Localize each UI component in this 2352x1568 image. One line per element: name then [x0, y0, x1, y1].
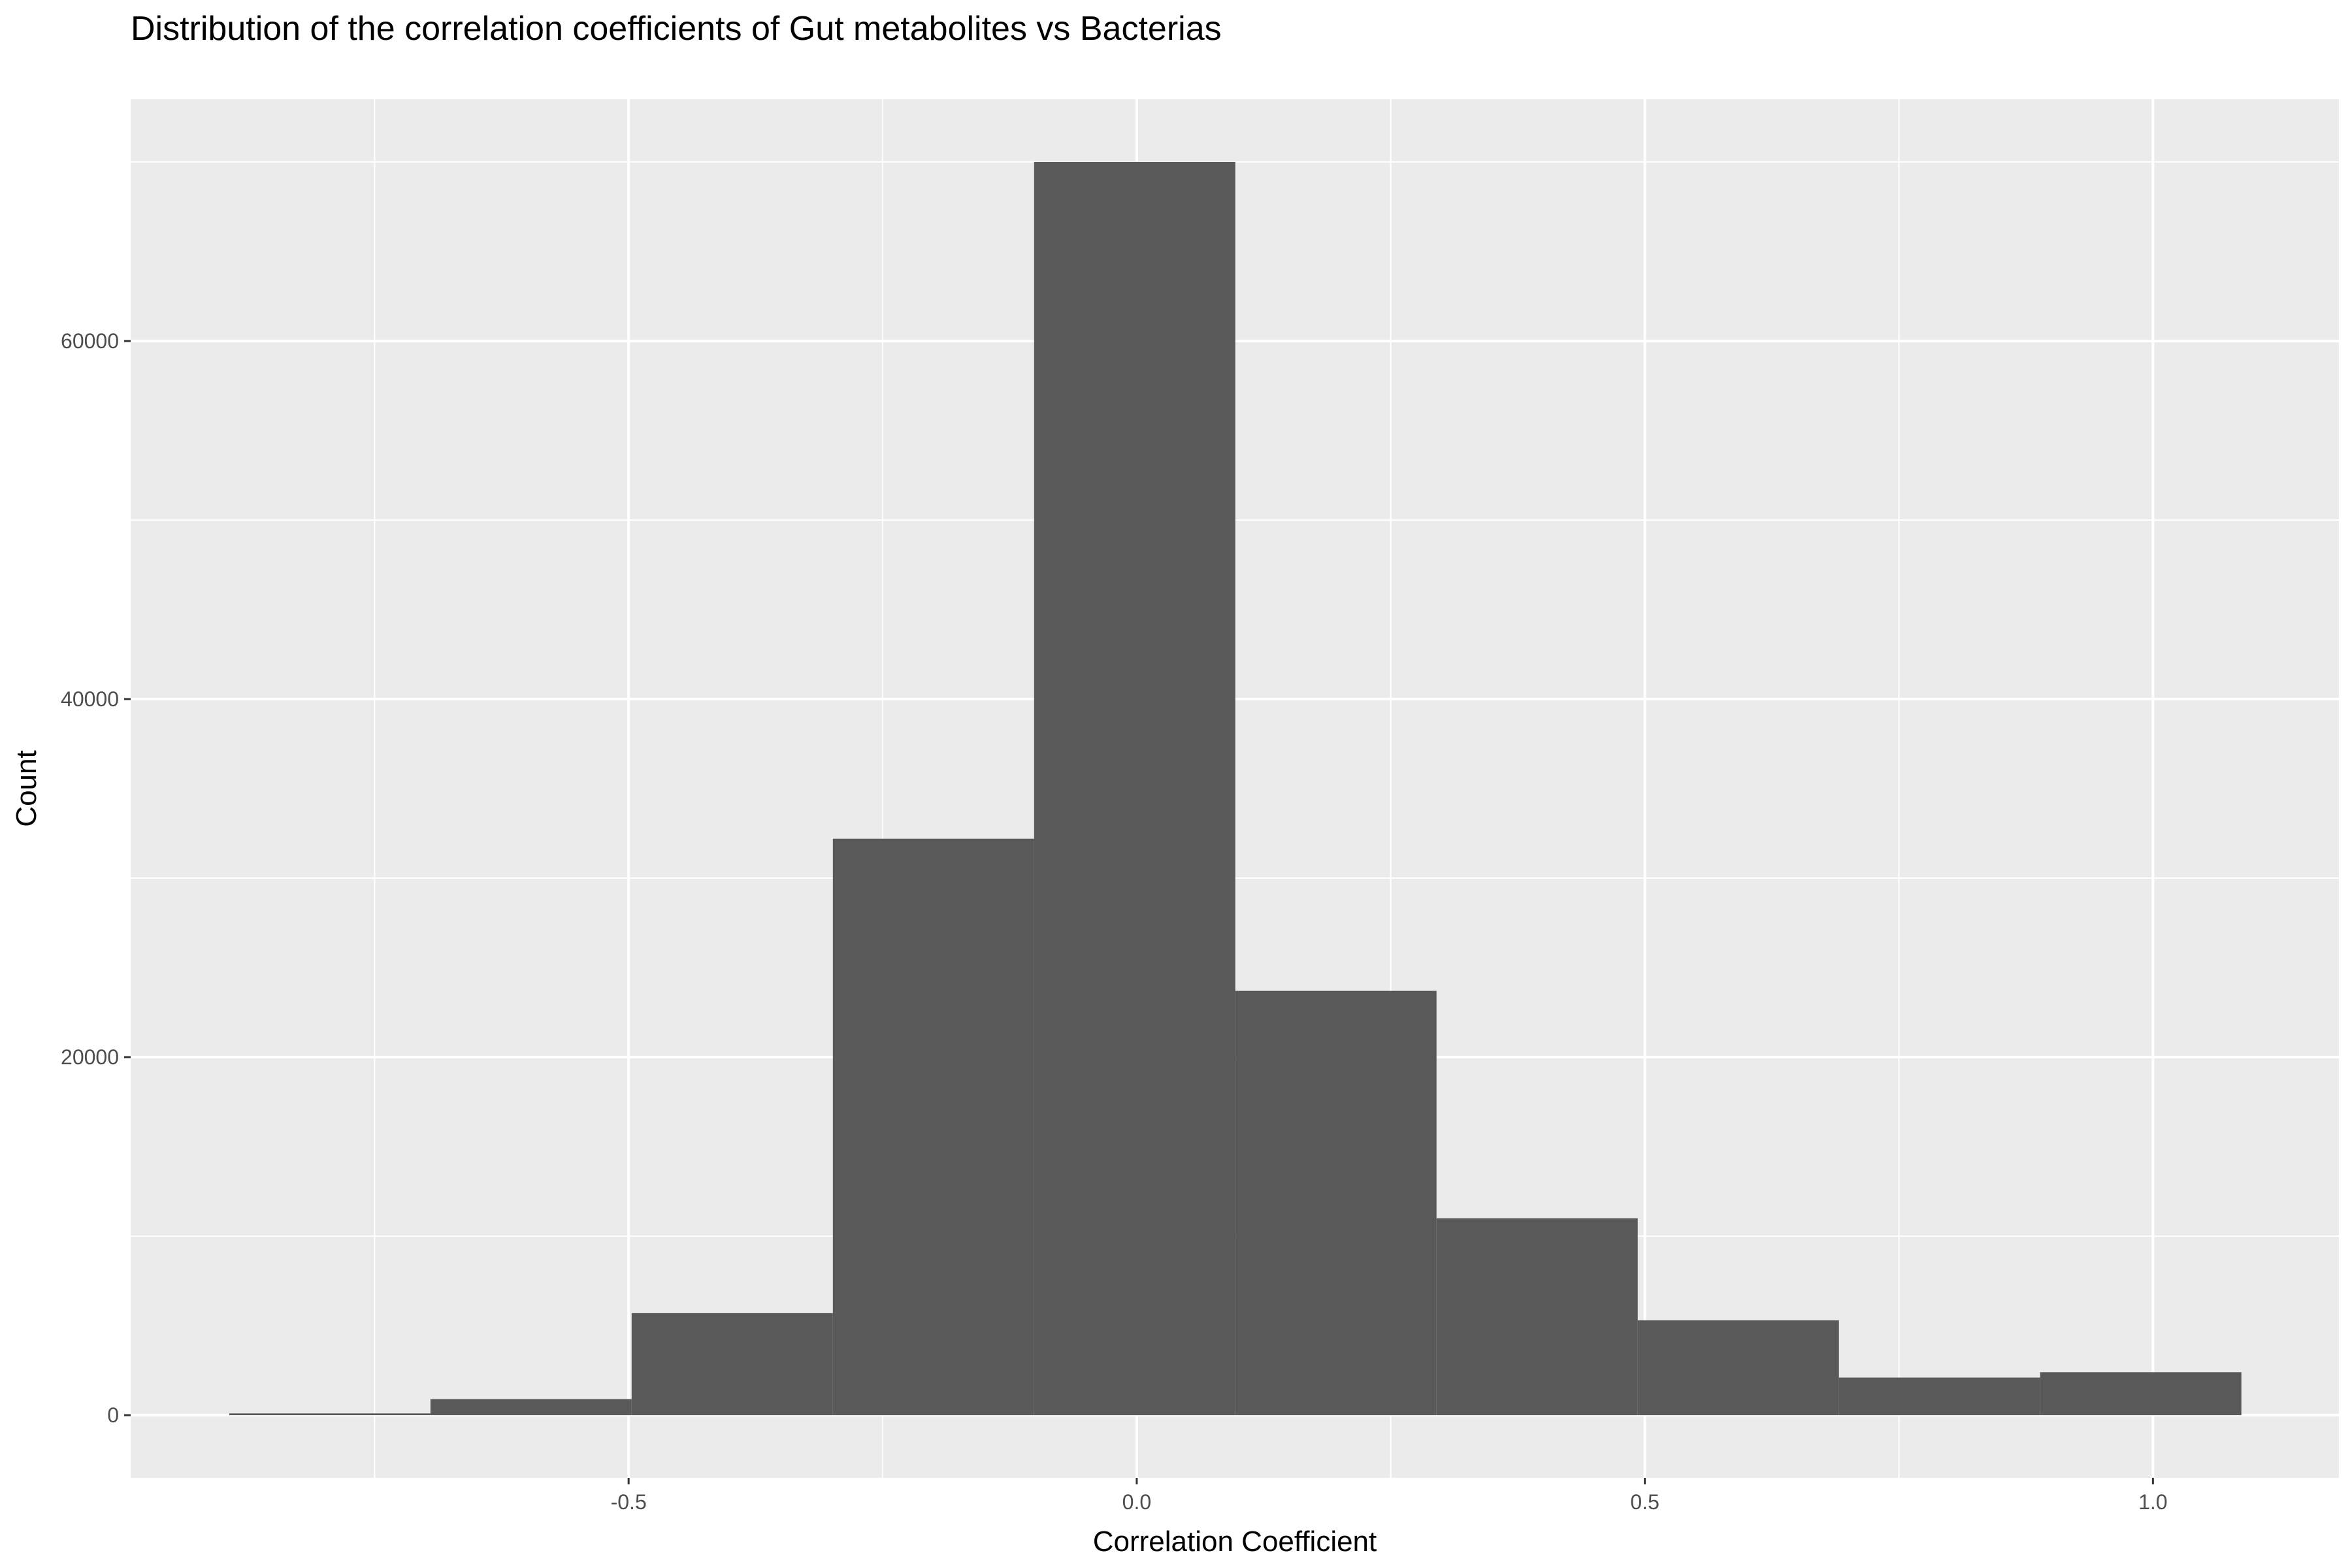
y-tick-label: 40000 — [61, 687, 119, 711]
chart-title: Distribution of the correlation coeffici… — [131, 10, 1222, 48]
x-axis-title: Correlation Coefficient — [1093, 1526, 1377, 1558]
x-tick-label: -0.5 — [611, 1490, 647, 1514]
x-axis: -0.5 0.0 0.5 1.0 — [611, 1478, 2168, 1514]
y-tick-label: 0 — [107, 1403, 119, 1427]
histogram-bar-0 — [229, 1413, 431, 1416]
histogram-bars — [229, 161, 2242, 1416]
histogram-bar-4 — [1034, 161, 1235, 1416]
x-tick-label: 1.0 — [2138, 1490, 2167, 1514]
histogram-bar-1 — [430, 1399, 632, 1416]
histogram-bar-2 — [631, 1313, 833, 1416]
histogram-bar-9 — [2040, 1372, 2242, 1416]
x-tick-label: 0.5 — [1630, 1490, 1659, 1514]
histogram-bar-5 — [1235, 990, 1437, 1416]
y-axis-title: Count — [10, 750, 42, 826]
y-axis: 0 20000 40000 60000 — [61, 329, 131, 1427]
x-tick-label: 0.0 — [1122, 1490, 1151, 1514]
histogram-bar-6 — [1436, 1218, 1638, 1416]
histogram-bar-3 — [832, 838, 1034, 1416]
histogram-bar-7 — [1637, 1320, 1839, 1416]
y-tick-label: 60000 — [61, 329, 119, 353]
histogram-bar-8 — [1838, 1377, 2040, 1416]
y-tick-label: 20000 — [61, 1045, 119, 1069]
